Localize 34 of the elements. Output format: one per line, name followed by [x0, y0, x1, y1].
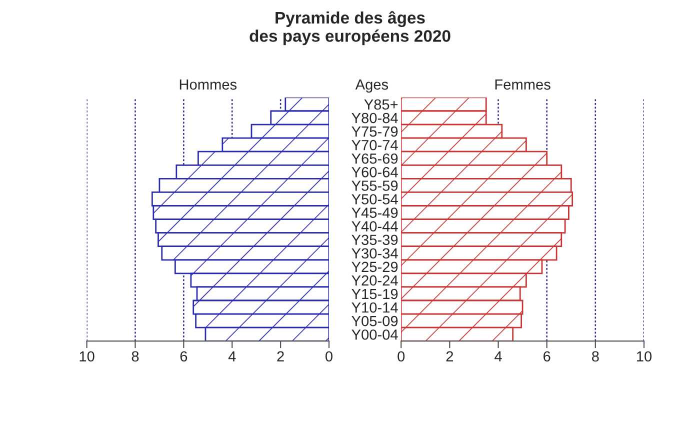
- y-tick-label: Y35-39: [352, 234, 398, 246]
- x-tick-label: 2: [277, 351, 284, 362]
- chart-title: Pyramide des âges des pays européens 2020: [250, 11, 450, 46]
- x-tick-label: 4: [494, 351, 502, 362]
- y-tick-label: Y80-84: [352, 112, 398, 124]
- y-tick-label: Y15-19: [352, 288, 398, 300]
- y-tick-label: Y40-44: [352, 221, 398, 232]
- x-tick-label: 4: [228, 351, 236, 362]
- y-tick-label: Y00-04: [352, 329, 398, 340]
- y-tick-label: Y25-29: [352, 262, 398, 272]
- y-tick-label: Y55-59: [352, 180, 398, 191]
- x-tick-label: 10: [80, 351, 94, 362]
- x-tick-label: 8: [132, 351, 139, 362]
- x-tick-label: 6: [180, 351, 188, 362]
- y-tick-label: Y60-64: [352, 167, 398, 178]
- y-tick-label: Y20-24: [352, 275, 398, 286]
- x-tick-label: 10: [637, 351, 652, 362]
- y-tick-label: Y10-14: [352, 302, 398, 313]
- y-tick-label: Y85+: [364, 99, 398, 110]
- x-tick-label: 0: [398, 351, 405, 362]
- chart-title: Femmes: [495, 80, 550, 90]
- y-tick-label: Y70-74: [352, 140, 398, 150]
- y-axis-title: Ages: [355, 80, 388, 93]
- x-tick-label: 2: [446, 351, 454, 362]
- x-tick-label: 0: [326, 351, 332, 362]
- x-tick-label: 6: [544, 351, 550, 362]
- chart-subtitle: Hommes: [180, 80, 237, 90]
- x-tick-label: 8: [592, 351, 599, 362]
- y-tick-label: Y45-49: [352, 208, 398, 218]
- y-tick-label: Y05-09: [352, 316, 398, 326]
- y-tick-label: Y30-34: [352, 248, 398, 259]
- y-tick-label: Y75-79: [352, 126, 398, 137]
- y-tick-label: Y50-54: [352, 194, 398, 204]
- y-tick-label: Y65-69: [352, 153, 398, 164]
